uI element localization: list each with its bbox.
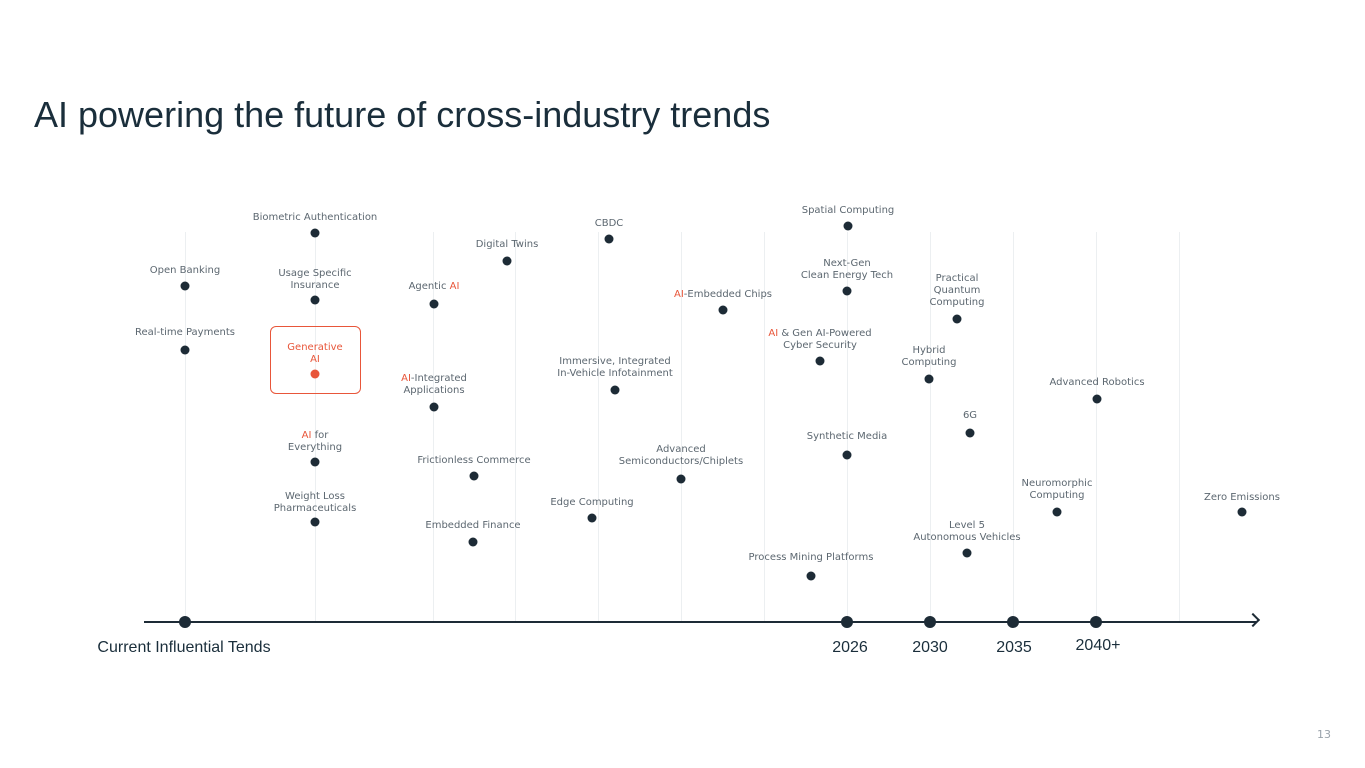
- page-title: AI powering the future of cross-industry…: [34, 94, 771, 135]
- timeline-marker-2030: [924, 616, 936, 628]
- trend-label-advanced-semiconductors: Advanced Semiconductors/Chiplets: [618, 444, 744, 467]
- trend-dot-generative-ai: [310, 369, 320, 379]
- trend-dot-process-mining-platforms: [806, 571, 816, 581]
- trend-label-level-5-autonomous-vehicles: Level 5 Autonomous Vehicles: [913, 520, 1021, 543]
- trend-label-edge-computing: Edge Computing: [550, 497, 634, 508]
- timeline-start-label: Current Influential Tends: [97, 639, 271, 656]
- trend-dot-digital-twins: [502, 256, 512, 266]
- trend-dot-6g: [965, 428, 975, 438]
- trend-label-practical-quantum-computing: Practical Quantum Computing: [929, 273, 985, 308]
- trend-label-embedded-finance: Embedded Finance: [425, 520, 521, 531]
- trend-label-clean-energy-tech: Next-Gen Clean Energy Tech: [800, 258, 894, 281]
- trend-dot-agentic-ai: [429, 299, 439, 309]
- trend-label-ai-cyber-security: AI & Gen AI-Powered Cyber Security: [768, 328, 872, 351]
- column-guide-line: [847, 232, 848, 622]
- timeline-axis: [144, 621, 1256, 623]
- trend-dot-spatial-computing: [843, 221, 853, 231]
- trend-label-6g: 6G: [962, 410, 978, 421]
- trend-label-spatial-computing: Spatial Computing: [801, 205, 895, 216]
- trend-label-neuromorphic-computing: Neuromorphic Computing: [1021, 478, 1093, 501]
- trend-label-generative-ai: Generative AI: [287, 342, 343, 365]
- page-number: 13: [1317, 728, 1331, 741]
- timeline-year-label: 2030: [912, 639, 948, 656]
- trend-label-advanced-robotics: Advanced Robotics: [1049, 377, 1145, 388]
- generative-ai-highlight-box: [270, 326, 361, 394]
- trend-label-synthetic-media: Synthetic Media: [806, 431, 888, 442]
- column-guide-line: [681, 232, 682, 622]
- column-guide-line: [515, 232, 516, 622]
- trend-label-biometric-authentication: Biometric Authentication: [252, 212, 378, 223]
- trend-dot-embedded-finance: [468, 537, 478, 547]
- trend-dot-ai-for-everything: [310, 457, 320, 467]
- trend-label-agentic-ai: Agentic AI: [408, 281, 460, 292]
- trend-label-real-time-payments: Real-time Payments: [135, 327, 235, 338]
- timeline-arrow-icon: [1245, 612, 1261, 628]
- column-guide-line: [598, 232, 599, 622]
- timeline-year-label: 2035: [996, 639, 1032, 656]
- trend-dot-biometric-authentication: [310, 228, 320, 238]
- timeline-marker-2026: [841, 616, 853, 628]
- trend-dot-weight-loss-pharmaceuticals: [310, 517, 320, 527]
- column-guide-line: [1013, 232, 1014, 622]
- trend-dot-zero-emissions: [1237, 507, 1247, 517]
- trend-label-zero-emissions: Zero Emissions: [1204, 492, 1280, 503]
- trend-dot-advanced-robotics: [1092, 394, 1102, 404]
- trend-dot-hybrid-computing: [924, 374, 934, 384]
- trend-dot-edge-computing: [587, 513, 597, 523]
- trend-dot-ai-cyber-security: [815, 356, 825, 366]
- trend-label-cbdc: CBDC: [594, 218, 624, 229]
- trend-label-ai-for-everything: AI for Everything: [287, 430, 343, 453]
- trend-dot-cbdc: [604, 234, 614, 244]
- column-guide-line: [764, 232, 765, 622]
- column-guide-line: [315, 232, 316, 622]
- timeline-year-label: 2026: [832, 639, 868, 656]
- trend-label-weight-loss-pharmaceuticals: Weight Loss Pharmaceuticals: [273, 491, 357, 514]
- trend-label-digital-twins: Digital Twins: [475, 239, 539, 250]
- trend-label-open-banking: Open Banking: [149, 265, 221, 276]
- trend-dot-real-time-payments: [180, 345, 190, 355]
- trend-dot-practical-quantum-computing: [952, 314, 962, 324]
- trend-dot-advanced-semiconductors: [676, 474, 686, 484]
- column-guide-line: [1179, 232, 1180, 622]
- timeline-marker-2035: [1007, 616, 1019, 628]
- trend-label-ai-embedded-chips: AI-Embedded Chips: [674, 289, 772, 300]
- timeline-year-label: 2040+: [1075, 637, 1121, 654]
- trend-label-usage-specific-insurance: Usage Specific Insurance: [278, 268, 352, 291]
- trend-dot-level-5-autonomous-vehicles: [962, 548, 972, 558]
- trend-dot-neuromorphic-computing: [1052, 507, 1062, 517]
- trend-label-frictionless-commerce: Frictionless Commerce: [417, 455, 531, 466]
- timeline-marker-current: [179, 616, 191, 628]
- column-guide-line: [433, 232, 434, 622]
- trend-dot-immersive-infotainment: [610, 385, 620, 395]
- column-guide-line: [185, 232, 186, 622]
- trend-dot-usage-specific-insurance: [310, 295, 320, 305]
- trend-dot-ai-embedded-chips: [718, 305, 728, 315]
- column-guide-line: [1096, 232, 1097, 622]
- trend-dot-ai-integrated-applications: [429, 402, 439, 412]
- trend-dot-frictionless-commerce: [469, 471, 479, 481]
- trend-label-hybrid-computing: Hybrid Computing: [901, 345, 957, 368]
- trend-label-ai-integrated-applications: AI-Integrated Applications: [401, 373, 467, 396]
- trend-dot-open-banking: [180, 281, 190, 291]
- trend-dot-clean-energy-tech: [842, 286, 852, 296]
- trend-label-process-mining-platforms: Process Mining Platforms: [748, 552, 874, 563]
- column-guide-line: [930, 232, 931, 622]
- trend-dot-synthetic-media: [842, 450, 852, 460]
- trend-label-immersive-infotainment: Immersive, Integrated In-Vehicle Infotai…: [557, 356, 673, 379]
- timeline-marker-2040: [1090, 616, 1102, 628]
